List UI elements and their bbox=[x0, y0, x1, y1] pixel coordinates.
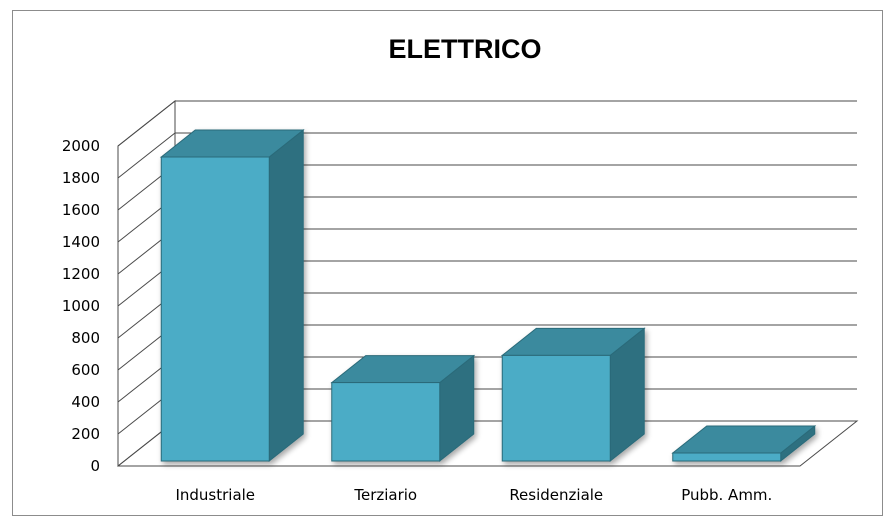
y-tick-label: 800 bbox=[71, 329, 100, 347]
bar-side bbox=[268, 128, 304, 463]
bar-front bbox=[160, 156, 270, 462]
y-tick-label: 1600 bbox=[62, 201, 100, 219]
y-axis-ticks: 0 200 400 600 800 1000 1200 1400 1600 1800 2000 bbox=[62, 137, 100, 475]
x-axis-labels: Industriale Terziario Residenziale Pubb. Am… bbox=[175, 486, 772, 504]
bar-terziario bbox=[330, 354, 476, 463]
y-tick-label: 0 bbox=[90, 457, 100, 475]
y-tick-label: 1200 bbox=[62, 265, 100, 283]
y-tick-label: 400 bbox=[71, 393, 100, 411]
y-tick-label: 200 bbox=[71, 425, 100, 443]
y-tick-label: 2000 bbox=[62, 137, 100, 155]
bar-front bbox=[672, 452, 782, 462]
y-tick-label: 1800 bbox=[62, 169, 100, 187]
x-category-label: Residenziale bbox=[509, 486, 603, 504]
bars bbox=[159, 128, 817, 463]
x-category-label: Pubb. Amm. bbox=[681, 486, 772, 504]
x-category-label: Terziario bbox=[353, 486, 417, 504]
gridline bbox=[117, 100, 857, 147]
bar-front bbox=[331, 382, 441, 462]
bar-industriale bbox=[159, 128, 305, 463]
chart-title: ELETTRICO bbox=[389, 34, 542, 64]
bar-pubb-amm- bbox=[671, 424, 817, 463]
bar-front bbox=[501, 354, 611, 462]
y-tick-label: 1400 bbox=[62, 233, 100, 251]
y-tick-label: 600 bbox=[71, 361, 100, 379]
y-tick-label: 1000 bbox=[62, 297, 100, 315]
bar-residenziale bbox=[500, 327, 646, 463]
gridline bbox=[117, 132, 857, 179]
x-category-label: Industriale bbox=[175, 486, 255, 504]
